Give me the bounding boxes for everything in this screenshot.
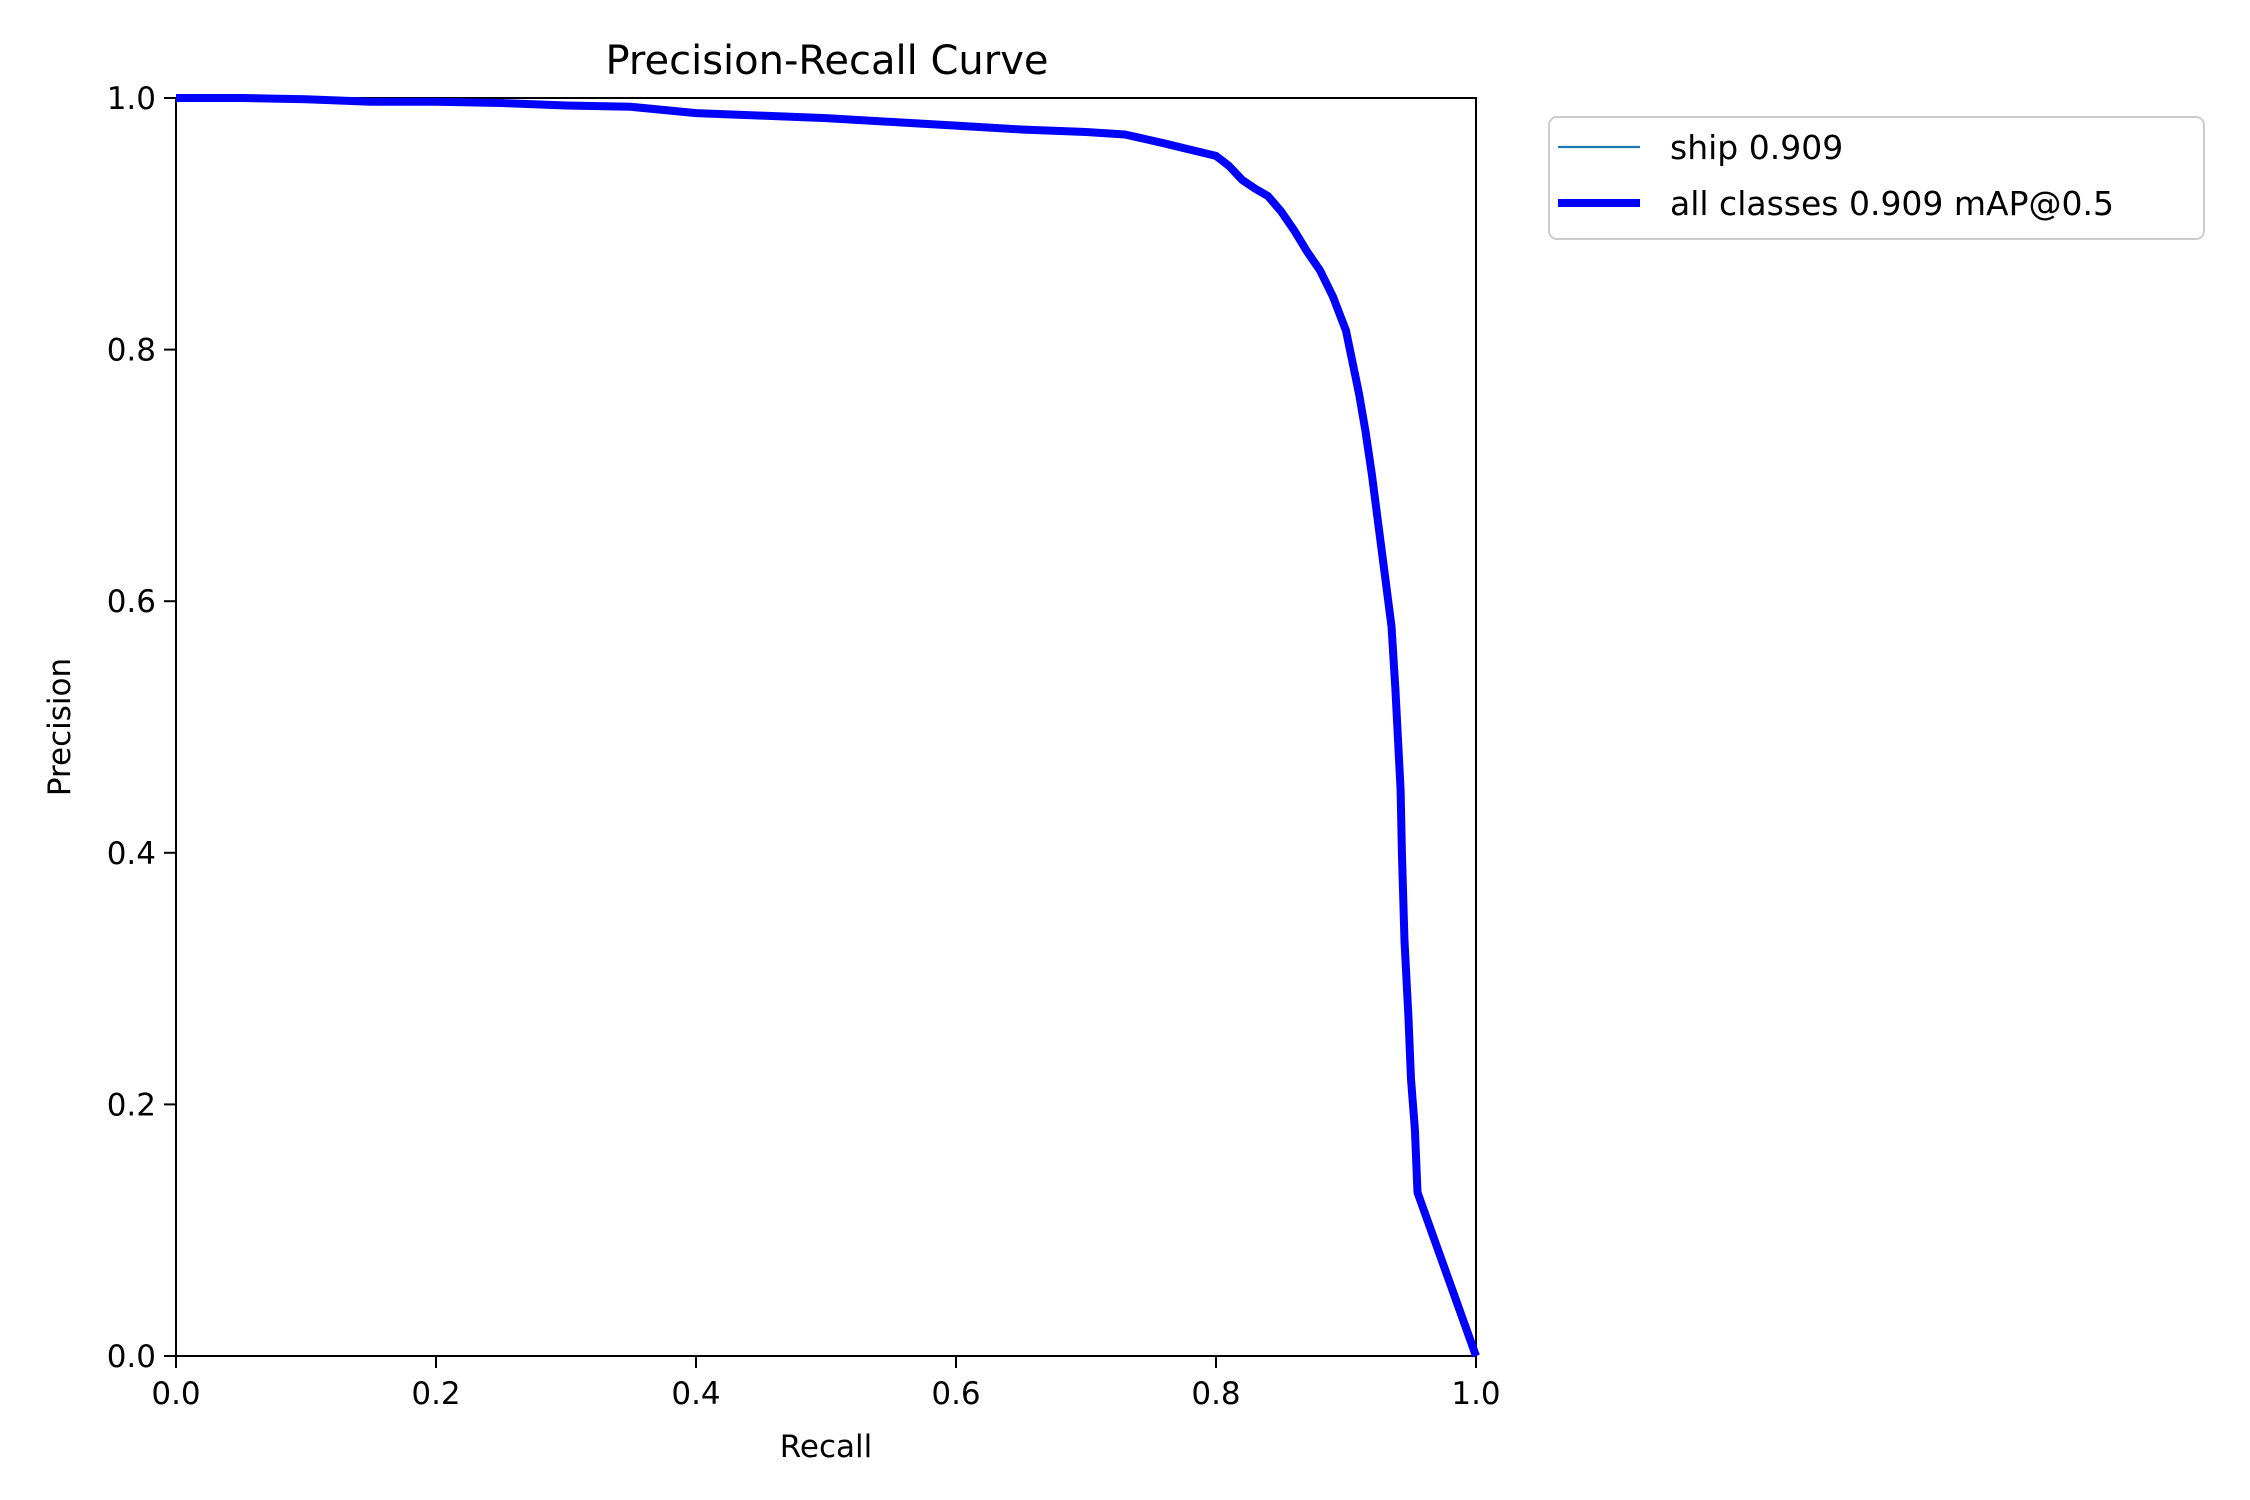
y-tick-label: 0.4 xyxy=(107,836,156,872)
y-tick-label: 0.6 xyxy=(107,584,156,620)
y-tick-label: 0.2 xyxy=(107,1087,156,1123)
x-tick-label: 1.0 xyxy=(1451,1376,1500,1412)
x-tick-label: 0.0 xyxy=(151,1376,200,1412)
x-tick-label: 0.2 xyxy=(411,1376,460,1412)
legend: ship 0.909 all classes 0.909 mAP@0.5 xyxy=(1548,116,2205,240)
plot-area xyxy=(175,94,1480,1358)
legend-label: all classes 0.909 mAP@0.5 xyxy=(1670,184,2114,223)
x-tick-label: 0.8 xyxy=(1191,1376,1240,1412)
plot-frame xyxy=(175,97,1477,1357)
x-axis-ticks: 0.0 0.2 0.4 0.6 0.8 1.0 xyxy=(151,1356,1501,1412)
legend-frame xyxy=(1548,116,2205,240)
y-tick-label: 0.0 xyxy=(107,1339,156,1375)
y-axis-ticks: 0.0 0.2 0.4 0.6 0.8 1.0 xyxy=(107,81,176,1375)
legend-label: ship 0.909 xyxy=(1670,128,1843,167)
legend-items: ship 0.909 all classes 0.909 mAP@0.5 xyxy=(1558,128,2114,223)
x-axis-label: Recall xyxy=(780,1429,873,1465)
chart-title: Precision-Recall Curve xyxy=(606,38,1049,84)
y-axis-label: Precision xyxy=(42,658,78,796)
x-tick-label: 0.4 xyxy=(671,1376,720,1412)
x-tick-label: 0.6 xyxy=(931,1376,980,1412)
series-layer xyxy=(176,94,1480,1358)
y-tick-label: 0.8 xyxy=(107,333,156,369)
y-tick-label: 1.0 xyxy=(107,81,156,117)
series-line-all-classes xyxy=(176,94,1480,1358)
